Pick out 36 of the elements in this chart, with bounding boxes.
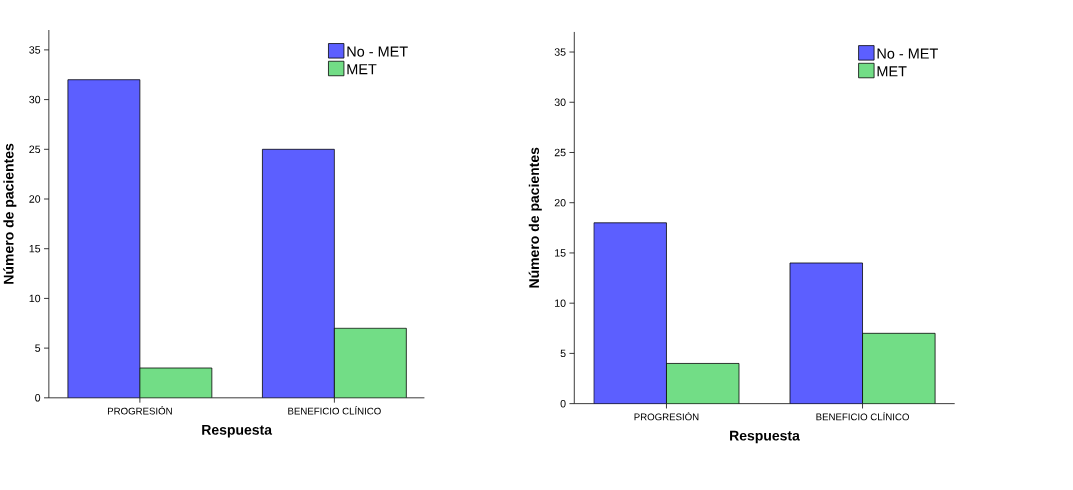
bar [67,79,140,398]
legend-label: No - MET [347,46,408,57]
bar [593,222,667,404]
y-tick-label: 25 [29,145,41,154]
x-axis-title: Respuesta [202,425,273,438]
x-tick-label: BENEFICIO CLÍNICO [288,406,381,415]
y-tick-label: 25 [554,148,566,157]
legend-label: MET [347,64,377,75]
y-tick-label: 5 [560,349,566,358]
y-axis-title: Número de pacientes [528,147,542,288]
y-axis-title: Número de pacientes [3,143,17,284]
y-tick-label: 35 [554,48,566,56]
y-tick-label: 5 [35,344,41,352]
bar [666,363,740,404]
y-tick-label: 20 [554,199,566,207]
y-tick-label: 0 [560,400,566,408]
x-tick-label: BENEFICIO CLÍNICO [816,411,909,421]
x-axis-title: Respuesta [730,430,800,444]
y-tick-label: 35 [29,46,41,54]
legend-label: No - MET [877,48,938,59]
y-tick-label: 15 [555,249,566,257]
bar [789,262,863,404]
bar [333,327,407,398]
y-tick-label: 30 [29,95,41,104]
legend-label: MET [877,66,907,77]
x-tick-label: PROGRESIÓN [107,406,172,415]
x-tick-label: PROGRESIÓN [634,411,699,421]
y-tick-label: 10 [555,299,566,308]
y-tick-label: 10 [29,294,41,303]
bar [262,149,335,398]
y-tick-label: 20 [29,195,41,203]
y-tick-label: 15 [29,245,41,253]
y-tick-label: 0 [35,394,41,402]
bar [862,333,936,404]
y-tick-label: 30 [554,98,566,107]
bar [139,368,212,398]
